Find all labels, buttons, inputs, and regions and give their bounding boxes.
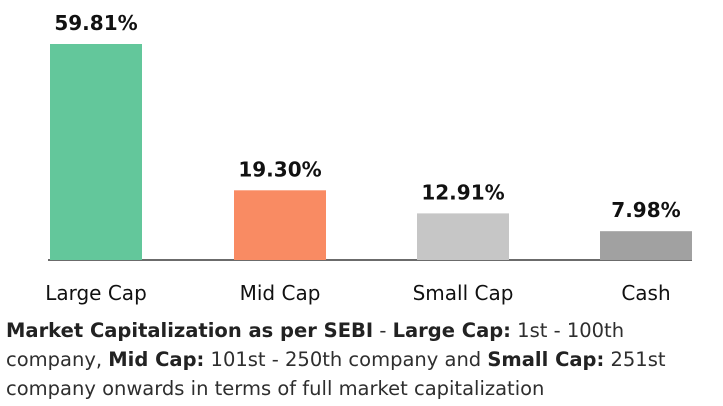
footnote-text: - <box>373 319 393 342</box>
category-label-small-cap: Small Cap <box>413 281 514 305</box>
footnote-term: Small Cap: <box>487 348 605 371</box>
value-label-large-cap: 59.81% <box>54 11 137 35</box>
bar-cash <box>600 231 692 260</box>
category-label-large-cap: Large Cap <box>45 281 147 305</box>
value-label-cash: 7.98% <box>611 198 680 222</box>
footnote-term: Mid Cap: <box>108 348 205 371</box>
footnote-term: Market Capitalization as per SEBI <box>6 319 374 342</box>
footnote-text: 251st company onwards in terms of full m… <box>6 348 666 400</box>
bars-group: 59.81% Large Cap 19.30% Mid Cap 12.91% Small … <box>45 11 692 305</box>
footnote-term: Large Cap: <box>392 319 511 342</box>
footnote-text: 1st - 100th company, <box>6 319 625 371</box>
bar-small-cap <box>417 213 509 260</box>
market-cap-footnote: Market Capitalization as per SEBI - Larg… <box>6 316 718 403</box>
bar-large-cap <box>50 44 142 260</box>
bar-mid-cap <box>234 190 326 260</box>
value-label-mid-cap: 19.30% <box>238 157 321 181</box>
category-label-mid-cap: Mid Cap <box>240 281 321 305</box>
value-label-small-cap: 12.91% <box>421 180 504 204</box>
category-label-cash: Cash <box>621 281 670 305</box>
bar-chart: 59.81% Large Cap 19.30% Mid Cap 12.91% Small … <box>45 11 692 305</box>
footnote-text: 101st - 250th company and <box>204 348 488 371</box>
